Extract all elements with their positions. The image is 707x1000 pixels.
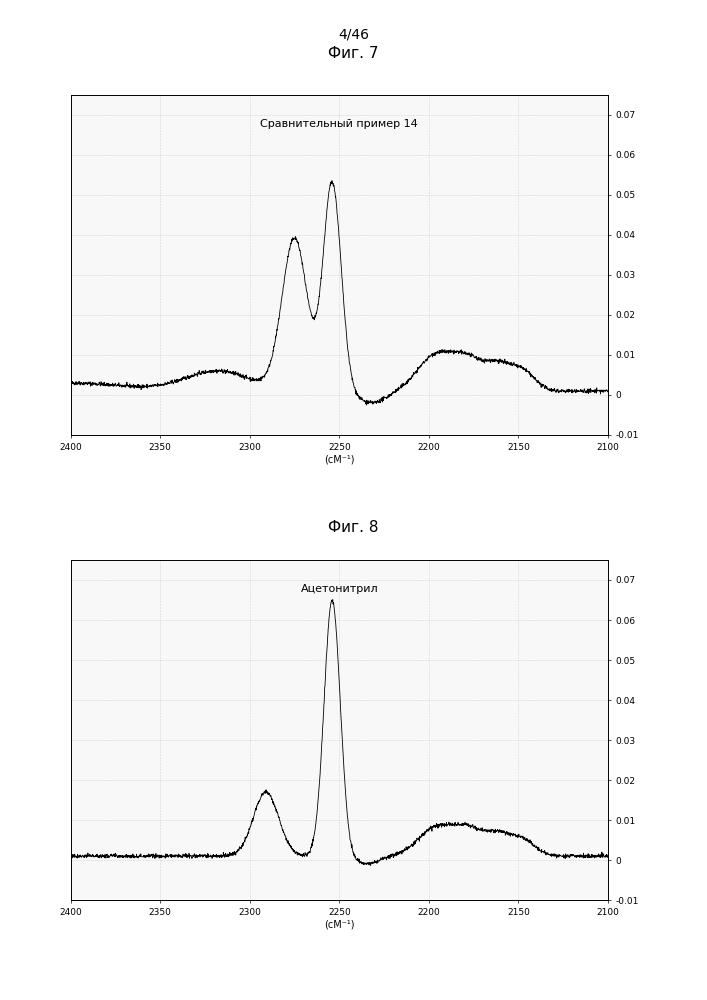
X-axis label: (сМ⁻¹): (сМ⁻¹)	[324, 454, 355, 464]
Text: Сравнительный пример 14: Сравнительный пример 14	[260, 119, 419, 129]
X-axis label: (сМ⁻¹): (сМ⁻¹)	[324, 919, 355, 929]
Text: 4/46: 4/46	[338, 28, 369, 42]
Text: Ацетонитрил: Ацетонитрил	[300, 584, 378, 594]
Text: Фиг. 7: Фиг. 7	[328, 46, 379, 62]
Text: Фиг. 8: Фиг. 8	[328, 520, 379, 536]
